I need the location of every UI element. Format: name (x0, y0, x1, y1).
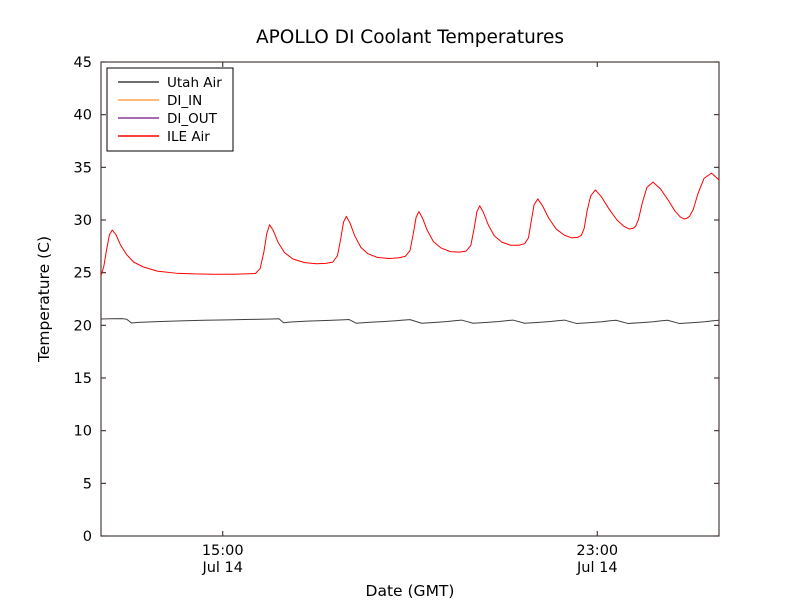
y-tick-label: 5 (83, 476, 92, 492)
series-line-utah-air (101, 318, 719, 324)
y-tick-label: 15 (74, 371, 92, 387)
y-axis-title: Temperature (C) (35, 236, 53, 363)
x-tick-label-date: Jul 14 (576, 560, 618, 576)
series-group (101, 172, 719, 324)
y-tick-label: 25 (74, 266, 92, 282)
y-tick-label: 35 (74, 160, 92, 176)
legend-label-di-out: DI_OUT (167, 111, 218, 127)
legend-label-utah-air: Utah Air (167, 75, 222, 91)
y-tick-label: 30 (74, 213, 92, 229)
x-tick-label-time: 15:00 (202, 543, 244, 559)
plot-frame (100, 61, 720, 537)
y-tick-label: 40 (74, 108, 92, 124)
legend: Utah Air DI_IN DI_OUT ILE Air (106, 67, 234, 152)
legend-label-di-in: DI_IN (167, 93, 202, 109)
x-axis-title: Date (GMT) (366, 582, 455, 600)
chart-title: APOLLO DI Coolant Temperatures (256, 27, 564, 48)
legend-label-ile-air: ILE Air (167, 129, 210, 145)
x-tick-label-date: Jul 14 (201, 560, 243, 576)
y-tick-label: 0 (83, 529, 92, 545)
series-line-ile-air (101, 172, 719, 277)
y-tick-label: 20 (74, 318, 92, 334)
y-tick-label: 45 (74, 55, 92, 71)
x-tick-label-time: 23:00 (576, 543, 618, 559)
y-tick-label: 10 (74, 424, 92, 440)
